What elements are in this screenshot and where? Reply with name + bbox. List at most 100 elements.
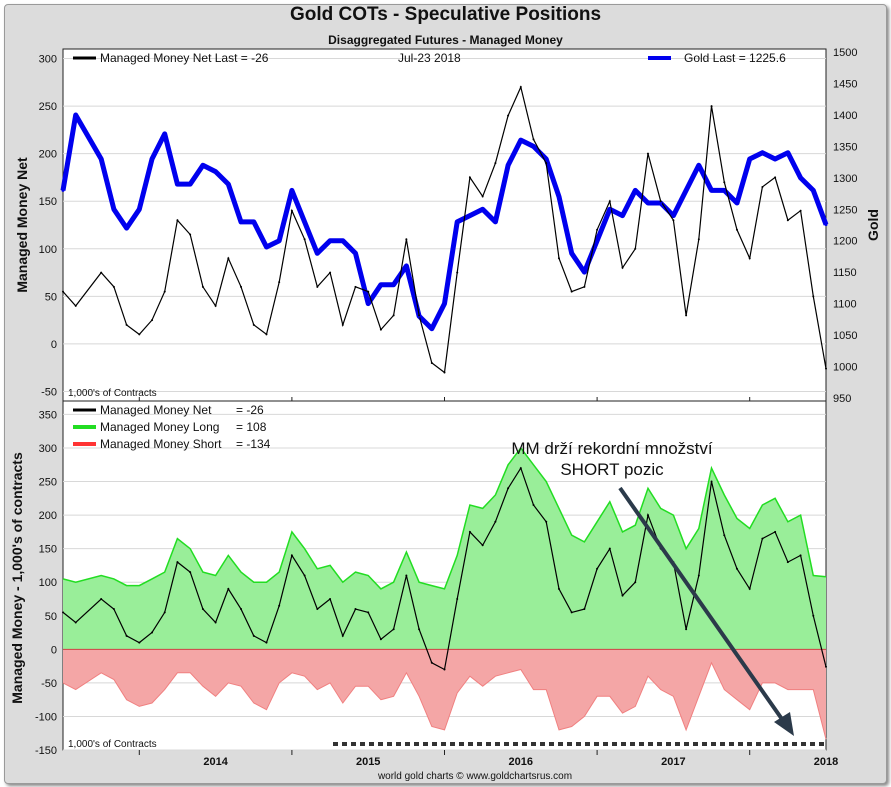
annotation-line-2: SHORT pozic <box>560 460 664 479</box>
gold-point <box>481 207 485 211</box>
top-right-axis-title: Gold <box>865 209 881 241</box>
top-right-tick-label: 1350 <box>833 141 857 153</box>
top-net-point <box>621 266 624 269</box>
top-net-point <box>443 371 446 374</box>
gold-point <box>341 239 345 243</box>
gold-point <box>188 182 192 186</box>
short-area <box>63 649 826 740</box>
bottom-net-point <box>646 514 649 517</box>
top-right-axis: 1500 1450 1400 1350 1300 1250 1200 1150 1100 1050… <box>833 47 857 405</box>
bottom-net-point <box>379 638 382 641</box>
top-right-tick-label: 1050 <box>833 330 857 342</box>
top-left-tick-label: 50 <box>45 291 57 303</box>
bottom-net-point <box>303 574 306 577</box>
top-net-point <box>774 176 777 179</box>
gold-point <box>773 157 777 161</box>
top-net-point <box>634 247 637 250</box>
top-net-point <box>418 314 421 317</box>
long-line <box>62 446 827 590</box>
top-net-point <box>430 361 433 364</box>
gold-point <box>633 188 637 192</box>
top-net-point <box>278 281 281 284</box>
bottom-net-point <box>354 608 357 611</box>
gold-price-line <box>60 112 829 332</box>
gold-point <box>710 188 714 192</box>
top-net-point <box>354 285 357 288</box>
top-net-point <box>583 285 586 288</box>
gold-point <box>252 220 256 224</box>
bottom-left-tick-label: 100 <box>39 577 57 589</box>
bottom-net-point <box>596 567 599 570</box>
gold-point <box>646 201 650 205</box>
gold-point <box>735 201 739 205</box>
top-net-point <box>659 200 662 203</box>
bottom-net-point <box>341 634 344 637</box>
bottom-net-point <box>151 631 154 634</box>
bottom-net-point <box>430 661 433 664</box>
x-tick-label: 2016 <box>509 756 533 768</box>
gold-point <box>697 163 701 167</box>
bottom-left-tick-label: 250 <box>39 477 57 489</box>
bottom-net-point <box>443 668 446 671</box>
top-right-tick-label: 1300 <box>833 173 857 185</box>
bottom-net-point <box>176 561 179 564</box>
top-legend-net-label: Managed Money Net Last = -26 <box>100 51 269 65</box>
top-series-group <box>60 85 829 374</box>
top-net-point <box>570 290 573 293</box>
bottom-net-point <box>507 487 510 490</box>
gold-point <box>570 251 574 255</box>
bottom-net-point <box>316 608 319 611</box>
top-right-tick-label: 1150 <box>833 267 857 279</box>
top-net-point <box>494 162 497 165</box>
top-legend-gold-label: Gold Last = 1225.6 <box>684 51 786 65</box>
bottom-left-tick-label: -50 <box>41 678 57 690</box>
bottom-net-point <box>227 587 230 590</box>
top-net-point <box>189 233 192 236</box>
top-left-tick-label: 200 <box>39 149 57 161</box>
top-right-tick-label: 1000 <box>833 361 857 373</box>
bottom-net-line <box>62 466 827 671</box>
gold-point <box>112 207 116 211</box>
bottom-legend-long-value: = 108 <box>236 420 267 434</box>
bottom-net-point <box>570 611 573 614</box>
x-axis: 2014 2015 2016 2017 2018 <box>138 397 838 768</box>
gold-point <box>760 151 764 155</box>
bottom-net-point <box>240 608 243 611</box>
gold-point <box>659 201 663 205</box>
bottom-left-tick-label: 150 <box>39 544 57 556</box>
top-net-point <box>596 228 599 231</box>
top-right-tick-label: 1400 <box>833 110 857 122</box>
bottom-net-point <box>697 574 700 577</box>
top-net-point <box>786 219 789 222</box>
bottom-units-note: 1,000's of Contracts <box>68 739 157 750</box>
gold-point <box>239 220 243 224</box>
gold-point <box>404 264 408 268</box>
top-net-point <box>481 195 484 198</box>
gold-point <box>150 157 154 161</box>
gold-point <box>315 251 319 255</box>
bottom-net-point <box>265 641 268 644</box>
gold-point <box>175 182 179 186</box>
bottom-net-point <box>494 520 497 523</box>
top-net-point <box>329 271 332 274</box>
top-net-point <box>341 323 344 326</box>
top-net-point <box>151 319 154 322</box>
gold-point <box>455 220 459 224</box>
short-line <box>62 661 827 740</box>
bottom-net-point <box>774 530 777 533</box>
gold-point <box>328 239 332 243</box>
gold-point <box>684 188 688 192</box>
top-net-point <box>799 209 802 212</box>
top-net-line <box>62 85 827 374</box>
bottom-net-point <box>62 611 64 614</box>
gold-point <box>811 188 815 192</box>
bottom-left-tick-label: 350 <box>39 409 57 421</box>
top-net-point <box>176 219 179 222</box>
bottom-net-point <box>735 567 738 570</box>
top-net-point <box>468 176 471 179</box>
top-net-point <box>265 333 268 336</box>
gold-point <box>532 144 536 148</box>
top-right-tick-label: 1500 <box>833 47 857 59</box>
gold-point <box>824 223 828 227</box>
top-net-point <box>685 314 688 317</box>
